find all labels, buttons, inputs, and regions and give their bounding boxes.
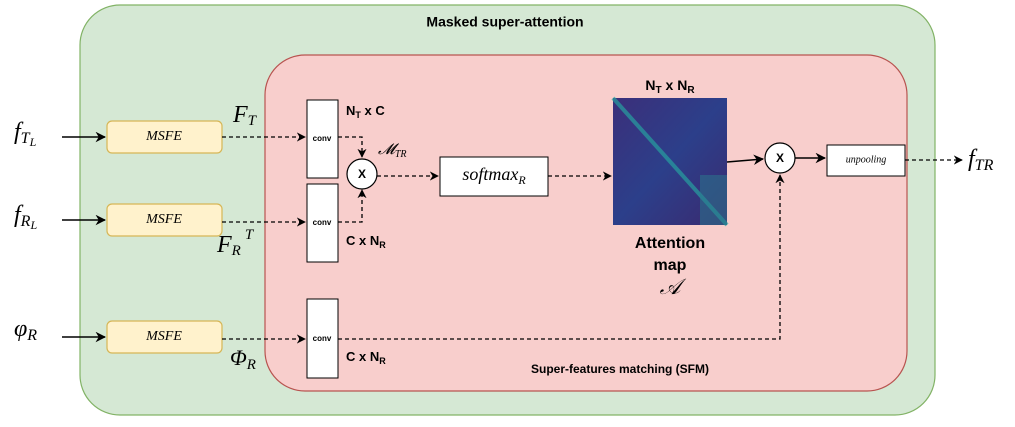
input-label: fRL [14,202,37,232]
feature-label: FRT [216,227,255,259]
softmax-label: softmaxR [462,164,526,187]
conv-label: conv [313,334,332,343]
dim-label: C x NR [346,233,386,250]
attention-block [700,175,727,225]
msfe-box [106,203,223,237]
attention-dims: NT x NR [645,77,695,96]
msfe-box [106,320,223,354]
unpooling-label: unpooling [846,154,887,165]
multiply-label: X [776,151,784,165]
feature-label: ΦR [230,345,256,373]
feature-label: FT [232,102,258,130]
arrow [338,174,785,340]
conv-box [306,183,339,263]
softmax-box [439,156,549,197]
attention-label: map [654,257,687,274]
msfe-label: MSFE [145,212,182,227]
arrow [338,136,367,158]
dim-label: C x NR [346,349,386,366]
input-label: fTL [14,119,37,149]
conv-label: conv [313,218,332,227]
input-label: φR [14,316,37,344]
unpooling-box [826,144,906,177]
conv-box [306,99,339,179]
outer-title: Masked super-attention [426,14,583,30]
sfm-label: Super-features matching (SFM) [531,362,709,376]
arrow [726,154,765,166]
attention-label: Attention [635,235,705,252]
msfe-label: MSFE [145,129,182,144]
multiply-label: X [358,167,366,181]
product-label: 𝓜TR [378,142,406,160]
multiply-node [346,158,378,190]
sfm-block [264,54,908,392]
conv-label: conv [313,134,332,143]
output-label: fTR [968,146,994,174]
msfe-label: MSFE [145,329,182,344]
arrow [338,189,367,223]
dim-label: NT x C [346,103,385,120]
